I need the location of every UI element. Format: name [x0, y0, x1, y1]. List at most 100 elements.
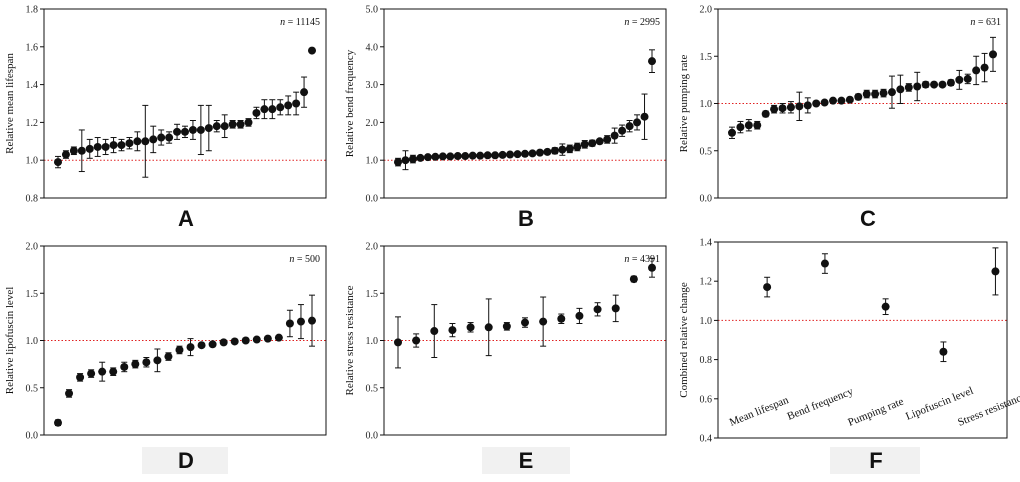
- y-tick-label: 1.6: [26, 42, 39, 53]
- data-marker: [786, 103, 795, 112]
- data-marker: [230, 337, 239, 346]
- data-marker: [308, 316, 316, 325]
- data-marker: [629, 275, 638, 284]
- data-point: [955, 69, 964, 90]
- y-axis-title: Relative lipofuscin level: [4, 287, 16, 395]
- data-point: [887, 75, 896, 109]
- data-marker: [181, 127, 189, 136]
- data-marker: [453, 152, 462, 161]
- data-marker: [539, 317, 548, 326]
- data-marker: [448, 326, 457, 335]
- data-point: [557, 313, 566, 324]
- y-tick-label: 4.0: [366, 42, 379, 53]
- data-marker: [241, 336, 250, 345]
- y-tick-label: 0.0: [366, 431, 379, 442]
- data-point: [521, 317, 529, 328]
- category-label: Bend frequency: [786, 385, 856, 423]
- data-point: [640, 93, 649, 140]
- data-point: [845, 95, 854, 104]
- data-marker: [736, 123, 745, 132]
- data-point: [575, 307, 584, 324]
- data-marker: [188, 125, 197, 134]
- data-point: [120, 361, 129, 373]
- data-marker: [285, 319, 294, 328]
- data-marker: [394, 338, 402, 347]
- data-marker: [913, 82, 922, 91]
- data-point: [744, 119, 753, 132]
- data-point: [230, 337, 239, 346]
- panel-letter: D: [178, 448, 194, 473]
- data-point: [466, 322, 475, 333]
- data-marker: [955, 75, 964, 84]
- plot-frame: [43, 8, 327, 199]
- data-point: [241, 336, 250, 345]
- data-marker: [141, 137, 150, 146]
- y-tick-label: 1.0: [700, 99, 713, 110]
- data-point: [502, 322, 511, 331]
- data-point: [871, 89, 880, 99]
- panel-c: 0.0 0.5 1.0 1.5 2.0 Relative pumping rate n = …: [678, 5, 1008, 231]
- data-marker: [881, 302, 890, 311]
- data-marker: [498, 150, 507, 159]
- data-marker: [142, 358, 151, 367]
- data-point: [408, 154, 417, 164]
- data-point: [197, 341, 206, 350]
- data-point: [595, 137, 604, 146]
- data-marker: [938, 80, 947, 89]
- data-marker: [300, 88, 309, 97]
- data-marker: [543, 147, 552, 156]
- data-marker: [120, 362, 129, 371]
- data-point: [939, 341, 948, 363]
- data-point: [149, 125, 158, 154]
- y-tick-label: 0.8: [700, 355, 713, 366]
- data-marker: [212, 122, 221, 131]
- data-marker: [778, 104, 787, 113]
- y-tick-label: 1.5: [366, 289, 379, 300]
- panel-letter: F: [869, 448, 882, 473]
- data-marker: [276, 103, 285, 112]
- data-point: [946, 78, 955, 87]
- data-point: [412, 333, 421, 348]
- y-tick-label: 1.0: [26, 156, 39, 167]
- data-point: [98, 361, 107, 382]
- y-tick-label: 1.4: [26, 80, 39, 91]
- y-axis-title: Relative pumping rate: [678, 55, 690, 153]
- y-tick-label: 5.0: [366, 5, 379, 16]
- data-marker: [904, 83, 913, 92]
- data-marker: [625, 122, 634, 131]
- plot-frame: [383, 8, 667, 199]
- data-marker: [588, 139, 597, 148]
- y-tick-label: 1.4: [700, 238, 713, 249]
- data-marker: [109, 141, 118, 150]
- y-tick-label: 0.6: [700, 394, 713, 405]
- data-marker: [292, 99, 301, 108]
- data-point: [535, 148, 544, 157]
- data-point: [453, 152, 462, 161]
- data-point: [550, 146, 559, 155]
- data-marker: [196, 125, 205, 134]
- data-point: [610, 127, 619, 144]
- y-tick-label: 1.0: [700, 316, 713, 327]
- data-point: [274, 333, 283, 342]
- data-point: [117, 138, 126, 152]
- data-marker: [513, 150, 522, 159]
- data-marker: [93, 142, 102, 151]
- data-marker: [611, 304, 620, 313]
- data-marker: [438, 152, 447, 161]
- data-marker: [506, 150, 515, 159]
- data-marker: [763, 283, 772, 292]
- data-marker: [535, 148, 544, 157]
- data-marker: [430, 327, 439, 336]
- data-marker: [610, 131, 619, 140]
- data-marker: [77, 146, 86, 155]
- y-tick-label: 0.5: [26, 383, 39, 394]
- data-marker: [125, 139, 134, 148]
- data-point: [795, 91, 804, 122]
- data-point: [219, 338, 228, 347]
- data-marker: [795, 102, 804, 111]
- data-point: [565, 144, 574, 154]
- data-point: [528, 149, 537, 158]
- data-marker: [61, 150, 70, 159]
- data-point: [498, 150, 507, 159]
- data-marker: [157, 133, 166, 142]
